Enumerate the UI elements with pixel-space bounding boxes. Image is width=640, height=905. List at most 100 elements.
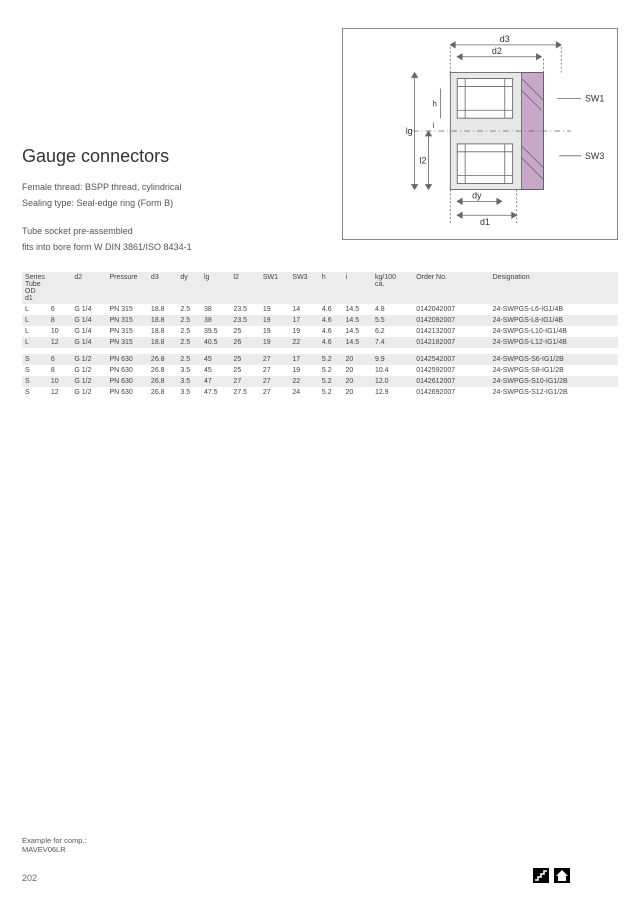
home-icon[interactable] xyxy=(554,868,570,883)
table-cell: 25 xyxy=(230,354,259,365)
table-row: S8G 1/2PN 63026.83.5452527195.22010.4014… xyxy=(22,365,618,376)
th-kg: kg/100ca. xyxy=(372,272,413,304)
th-h: h xyxy=(319,272,343,304)
table-cell: 0142612007 xyxy=(413,376,489,387)
table-cell: L xyxy=(22,315,48,326)
table-cell: 47 xyxy=(201,376,230,387)
table-cell: 14 xyxy=(289,304,319,315)
table-cell: 5.2 xyxy=(319,376,343,387)
table-cell: 24-SWPGS-S8-IG1/2B xyxy=(490,365,618,376)
table-cell: 0142092007 xyxy=(413,315,489,326)
table-cell: 27 xyxy=(260,365,290,376)
table-cell: PN 630 xyxy=(106,365,147,376)
table-cell: 20 xyxy=(342,365,371,376)
header-row: SeriesTube ODd1 d2 Pressure d3 dy lg l2 … xyxy=(22,272,618,304)
table-row: L6G 1/4PN 31518.82.53823.519144.614.54.8… xyxy=(22,304,618,315)
th-pressure: Pressure xyxy=(106,272,147,304)
table-cell: 20 xyxy=(342,354,371,365)
th-order: Order No. xyxy=(413,272,489,304)
table-row: L12G 1/4PN 31518.82.540.52619224.614.57.… xyxy=(22,337,618,348)
table-cell: 0142132007 xyxy=(413,326,489,337)
table-cell: 25 xyxy=(230,365,259,376)
th-sw1: SW1 xyxy=(260,272,290,304)
table-cell: 12.0 xyxy=(372,376,413,387)
table-cell: 5.2 xyxy=(319,354,343,365)
table-cell: 40.5 xyxy=(201,337,230,348)
table-cell: 19 xyxy=(260,315,290,326)
footnote-line: Example for comp.: xyxy=(22,836,87,846)
table-cell: 3.5 xyxy=(177,387,201,398)
table-cell: 4.6 xyxy=(319,304,343,315)
table-cell: 2.5 xyxy=(177,337,201,348)
th-l2: l2 xyxy=(230,272,259,304)
table-cell: 12.9 xyxy=(372,387,413,398)
table-cell: 6.2 xyxy=(372,326,413,337)
table-cell: 14.5 xyxy=(342,315,371,326)
table-cell: 5.2 xyxy=(319,365,343,376)
table-cell: 19 xyxy=(260,326,290,337)
table-cell: 19 xyxy=(289,326,319,337)
table-cell: 2.5 xyxy=(177,304,201,315)
table-cell: 3.5 xyxy=(177,365,201,376)
th-desig: Designation xyxy=(490,272,618,304)
page-title: Gauge connectors xyxy=(22,146,324,167)
table-cell: 9.9 xyxy=(372,354,413,365)
table-cell: 10.4 xyxy=(372,365,413,376)
table-cell: 4.6 xyxy=(319,337,343,348)
dim-dy: dy xyxy=(472,190,482,200)
table-cell: 24-SWPGS-S12-IG1/2B xyxy=(490,387,618,398)
table-cell: 19 xyxy=(260,337,290,348)
table-cell: 38 xyxy=(201,315,230,326)
stairs-icon[interactable] xyxy=(533,868,549,883)
th-lg: lg xyxy=(201,272,230,304)
table-cell: 39.5 xyxy=(201,326,230,337)
table-cell: S xyxy=(22,376,48,387)
table-cell: 27 xyxy=(260,387,290,398)
table-cell: PN 315 xyxy=(106,304,147,315)
table-cell: 7.4 xyxy=(372,337,413,348)
table-cell: G 1/2 xyxy=(71,354,106,365)
dim-d2: d2 xyxy=(492,46,502,56)
table-cell: 24-SWPGS-L10-IG1/4B xyxy=(490,326,618,337)
table-row: L10G 1/4PN 31518.82.539.52519194.614.56.… xyxy=(22,326,618,337)
th-sw3: SW3 xyxy=(289,272,319,304)
diagram-svg: d3 d2 xyxy=(343,29,617,239)
table-cell: PN 630 xyxy=(106,387,147,398)
dim-l2: l2 xyxy=(420,156,427,166)
table-cell: 3.5 xyxy=(177,376,201,387)
table-cell: PN 630 xyxy=(106,354,147,365)
table-cell: 22 xyxy=(289,376,319,387)
table-cell: 6 xyxy=(48,354,72,365)
desc-line: Female thread: BSPP thread, cylindrical xyxy=(22,181,324,193)
table-cell: 27.5 xyxy=(230,387,259,398)
table-cell: 38 xyxy=(201,304,230,315)
dim-d1: d1 xyxy=(480,217,490,227)
table-cell: 19 xyxy=(260,304,290,315)
dim-d3: d3 xyxy=(500,34,510,44)
table-cell: G 1/2 xyxy=(71,365,106,376)
table-cell: 18.8 xyxy=(148,315,177,326)
table-cell: 24-SWPGS-S6-IG1/2B xyxy=(490,354,618,365)
table-cell: S xyxy=(22,354,48,365)
table-cell: 26.8 xyxy=(148,387,177,398)
table-cell: 12 xyxy=(48,337,72,348)
table-cell: 4.8 xyxy=(372,304,413,315)
table-cell: G 1/4 xyxy=(71,337,106,348)
table-cell: S xyxy=(22,365,48,376)
technical-diagram: d3 d2 xyxy=(342,28,618,240)
table-cell: 10 xyxy=(48,376,72,387)
table-cell: 10 xyxy=(48,326,72,337)
desc-line: Sealing type: Seal-edge ring (Form B) xyxy=(22,197,324,209)
table-cell: 0142592007 xyxy=(413,365,489,376)
dim-sw3: SW3 xyxy=(585,151,604,161)
spec-table-wrap: SeriesTube ODd1 d2 Pressure d3 dy lg l2 … xyxy=(22,272,618,398)
spec-table: SeriesTube ODd1 d2 Pressure d3 dy lg l2 … xyxy=(22,272,618,398)
table-cell: G 1/2 xyxy=(71,376,106,387)
dim-sw1: SW1 xyxy=(585,93,604,103)
table-cell: 23.5 xyxy=(230,304,259,315)
table-cell: 14.5 xyxy=(342,337,371,348)
th-dy: dy xyxy=(177,272,201,304)
table-row: L8G 1/4PN 31518.82.53823.519174.614.55.5… xyxy=(22,315,618,326)
table-cell: 0142042007 xyxy=(413,304,489,315)
table-cell: 17 xyxy=(289,315,319,326)
